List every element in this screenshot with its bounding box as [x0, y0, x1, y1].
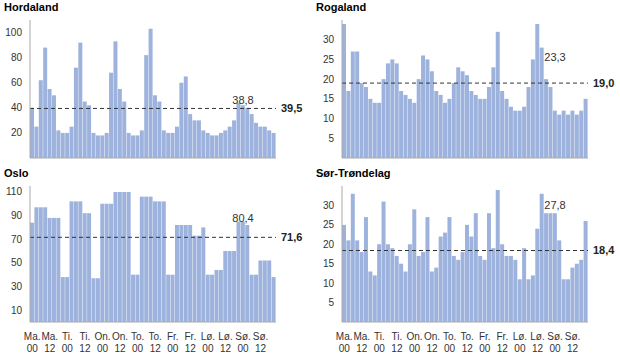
svg-text:Ma.00: Ma.00	[24, 331, 41, 354]
svg-text:40: 40	[11, 102, 23, 113]
svg-text:Lø.00: Lø.00	[201, 331, 215, 354]
svg-text:Fr.12: Fr.12	[497, 331, 509, 354]
svg-text:On.12: On.12	[112, 331, 128, 354]
svg-text:20: 20	[11, 127, 23, 138]
svg-text:30: 30	[323, 200, 335, 211]
svg-text:50: 50	[11, 257, 23, 268]
svg-text:Fr.00: Fr.00	[167, 331, 179, 354]
svg-text:30: 30	[11, 281, 23, 292]
svg-text:To.00: To.00	[131, 331, 144, 354]
svg-text:90: 90	[11, 210, 23, 221]
svg-text:39,5: 39,5	[281, 102, 302, 114]
svg-text:20: 20	[323, 74, 335, 85]
svg-text:Lø.12: Lø.12	[530, 331, 544, 354]
svg-text:27,8: 27,8	[544, 199, 565, 211]
svg-text:On.00: On.00	[406, 331, 422, 354]
svg-text:60: 60	[11, 77, 23, 88]
svg-text:10: 10	[11, 305, 23, 316]
svg-text:Ti.12: Ti.12	[391, 331, 403, 354]
html-text:Hordaland: Hordaland	[4, 1, 59, 13]
svg-text:10: 10	[323, 113, 335, 124]
svg-text:20: 20	[323, 239, 335, 250]
svg-text:71,6: 71,6	[281, 231, 302, 243]
svg-text:Ti.00: Ti.00	[62, 331, 74, 354]
svg-text:30: 30	[323, 34, 335, 45]
svg-text:Sø.12: Sø.12	[565, 331, 581, 354]
svg-text:Sø.00: Sø.00	[547, 331, 563, 354]
svg-text:15: 15	[323, 93, 335, 104]
svg-text:Ma.12: Ma.12	[41, 331, 58, 354]
svg-text:110: 110	[8, 186, 22, 197]
svg-text:Ti.12: Ti.12	[79, 331, 91, 354]
svg-text:Sø.12: Sø.12	[253, 331, 269, 354]
svg-text:Lø.12: Lø.12	[218, 331, 232, 354]
svg-text:Ti.00: Ti.00	[374, 331, 386, 354]
svg-text:80,4: 80,4	[232, 212, 253, 224]
svg-text:Fr.12: Fr.12	[185, 331, 197, 354]
svg-text:5: 5	[328, 133, 334, 144]
svg-text:To.12: To.12	[149, 331, 162, 354]
html-text:Sør-Trøndelag: Sør-Trøndelag	[316, 167, 391, 179]
svg-text:100: 100	[8, 27, 22, 38]
svg-text:25: 25	[323, 219, 335, 230]
svg-text:10: 10	[323, 278, 335, 289]
svg-text:18,4: 18,4	[593, 244, 612, 256]
svg-text:5: 5	[328, 297, 334, 308]
svg-text:Ma.12: Ma.12	[353, 331, 370, 354]
svg-text:To.00: To.00	[443, 331, 456, 354]
html-text:Rogaland: Rogaland	[316, 1, 367, 13]
svg-text:25: 25	[323, 54, 335, 65]
svg-text:Fr.00: Fr.00	[479, 331, 491, 354]
svg-text:Lø.00: Lø.00	[513, 331, 527, 354]
svg-text:Ma.00: Ma.00	[336, 331, 353, 354]
svg-text:Sø.00: Sø.00	[235, 331, 251, 354]
svg-text:19,0: 19,0	[593, 77, 612, 89]
svg-text:On.00: On.00	[94, 331, 110, 354]
svg-text:23,3: 23,3	[544, 51, 565, 63]
svg-text:38,8: 38,8	[232, 94, 253, 106]
svg-text:70: 70	[11, 234, 23, 245]
svg-text:On.12: On.12	[424, 331, 440, 354]
html-text:Oslo: Oslo	[4, 167, 29, 179]
svg-text:15: 15	[323, 258, 335, 269]
svg-text:To.12: To.12	[461, 331, 474, 354]
svg-text:80: 80	[11, 52, 23, 63]
